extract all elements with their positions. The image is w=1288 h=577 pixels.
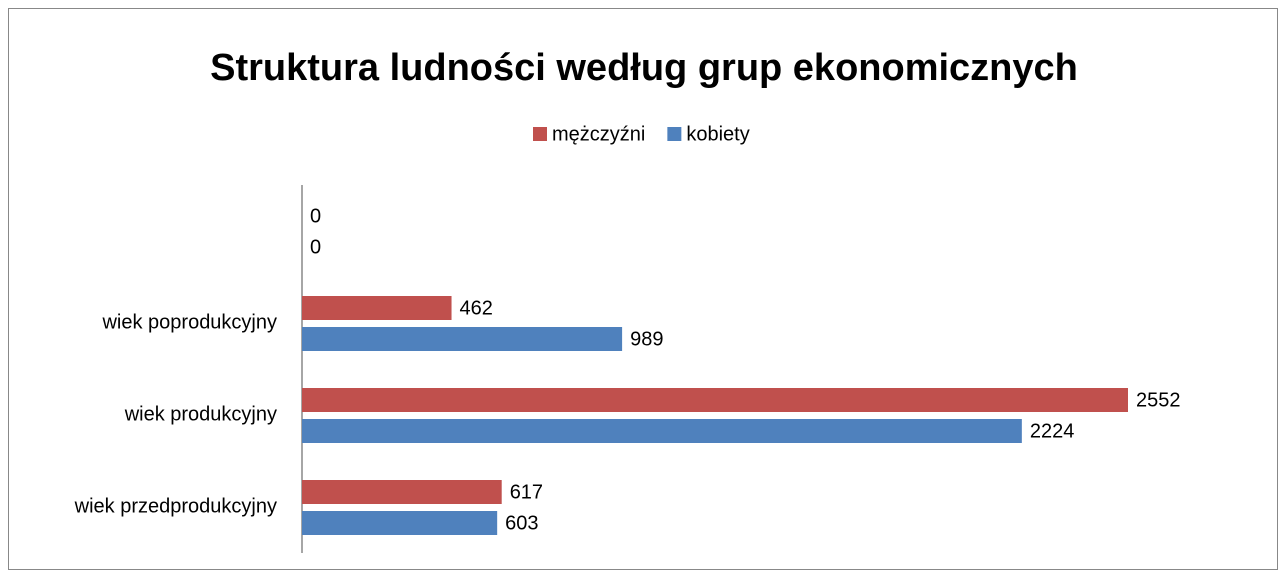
value-label: 603 bbox=[505, 512, 538, 534]
bar bbox=[302, 480, 502, 504]
bar bbox=[302, 388, 1128, 412]
category-label: wiek poprodukcyjny bbox=[101, 311, 277, 333]
value-label: 0 bbox=[310, 236, 321, 258]
bar bbox=[302, 419, 1022, 443]
bar bbox=[302, 296, 452, 320]
bar bbox=[302, 511, 498, 535]
value-label: 2224 bbox=[1030, 420, 1075, 442]
value-label: 989 bbox=[630, 328, 663, 350]
bar bbox=[302, 327, 623, 351]
legend-swatch bbox=[533, 127, 547, 141]
legend-swatch bbox=[667, 127, 682, 141]
legend-label: kobiety bbox=[686, 123, 749, 145]
category-label: wiek produkcyjny bbox=[124, 403, 277, 425]
legend-label: mężczyźni bbox=[552, 123, 645, 145]
chart-title: Struktura ludności według grup ekonomicz… bbox=[210, 47, 1078, 89]
value-label: 462 bbox=[460, 297, 493, 319]
value-label: 2552 bbox=[1136, 389, 1181, 411]
chart-border bbox=[8, 8, 1278, 570]
value-label: 617 bbox=[510, 481, 543, 503]
category-label: wiek przedprodukcyjny bbox=[74, 495, 277, 517]
value-label: 0 bbox=[310, 205, 321, 227]
